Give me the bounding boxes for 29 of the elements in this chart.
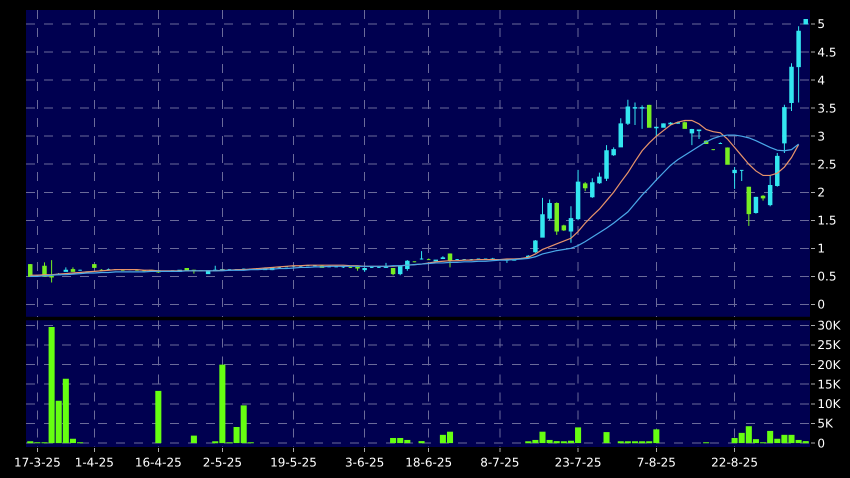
y-tick-label: 1.5 xyxy=(817,214,836,228)
y-tick-label: 4.5 xyxy=(817,45,836,60)
y-tick-label: 3.5 xyxy=(817,101,836,116)
y-tick-label: 20K xyxy=(817,358,842,372)
x-tick-label: 23-7-25 xyxy=(554,455,602,470)
x-tick-label: 19-5-25 xyxy=(270,455,317,470)
y-tick-label: 3 xyxy=(817,129,826,144)
x-tick-label: 1-4-25 xyxy=(74,455,114,470)
x-tick-label: 8-7-25 xyxy=(480,455,520,470)
x-tick-label: 2-5-25 xyxy=(202,455,242,470)
x-tick-label: 16-4-25 xyxy=(134,455,182,470)
y-tick-label: 1 xyxy=(817,242,826,256)
y-tick-label: 2.5 xyxy=(817,157,836,172)
x-tick-label: 7-8-25 xyxy=(636,455,676,470)
y-tick-label: 0 xyxy=(817,436,826,450)
y-tick-label: 2 xyxy=(817,185,826,200)
y-tick-label: 5 xyxy=(817,17,826,32)
y-tick-label: 15K xyxy=(817,377,842,392)
y-tick-label: 30K xyxy=(817,318,842,333)
x-tick-label: 17-3-25 xyxy=(14,455,61,470)
x-tick-label: 18-6-25 xyxy=(405,455,452,470)
y-tick-label: 4 xyxy=(817,73,826,88)
y-tick-label: 10K xyxy=(817,397,842,412)
y-tick-label: 25K xyxy=(817,338,842,352)
x-tick-label: 3-6-25 xyxy=(345,455,384,470)
y-tick-label: 5K xyxy=(817,416,834,431)
x-tick-label: 22-8-25 xyxy=(711,455,758,470)
y-tick-label: 0 xyxy=(817,298,826,312)
y-tick-label: 0.5 xyxy=(817,270,836,284)
